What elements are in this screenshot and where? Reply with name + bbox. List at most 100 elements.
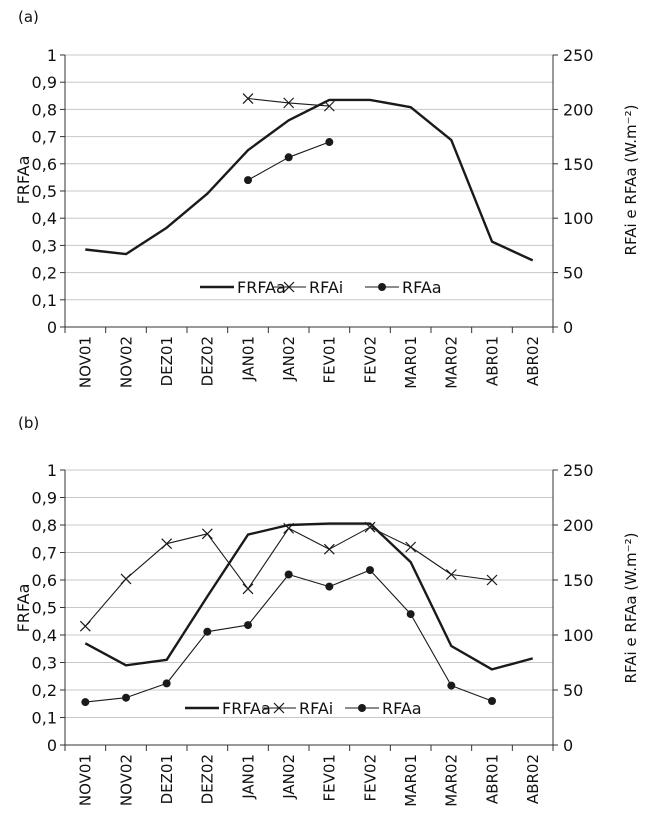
y2-tick-label: 100 xyxy=(563,209,594,228)
y-tick-label: 0,6 xyxy=(32,571,57,590)
data-point-rfai xyxy=(161,538,173,550)
y-tick-label: 0,8 xyxy=(32,100,57,119)
x-tick-label: MAR01 xyxy=(402,336,420,389)
data-point-rfaa xyxy=(203,627,212,636)
y-tick-label: 0,8 xyxy=(32,516,57,535)
x-tick-label: ABR02 xyxy=(524,754,542,804)
x-tick-label: JAN02 xyxy=(280,336,298,382)
legend-label: RFAi xyxy=(309,278,343,297)
x-marker-stroke xyxy=(445,569,457,580)
legend-label: FRFAa xyxy=(222,699,271,718)
data-point-rfaa xyxy=(162,679,171,688)
data-point-rfaa xyxy=(325,582,334,591)
legend-marker xyxy=(283,281,295,293)
chart-a-svg: (a) 0 0,1 0,2 0,3 0,4 0,5 0,6 0,7 0,8 0,9 1 0 50 100 15… xyxy=(14,8,640,389)
x-tick-label: FEV01 xyxy=(321,754,339,801)
chart-b-svg: (b) 0 0,1 0,2 0,3 0,4 0,5 0,6 0,7 0,8 0,9 1 0 50 100 15… xyxy=(14,414,640,807)
legend-label: RFAa xyxy=(382,699,422,718)
y-tick-label: 0,9 xyxy=(32,73,57,92)
x-tick-label: NOV02 xyxy=(117,754,135,806)
data-point-rfai xyxy=(323,100,335,112)
x-tick-label: MAR02 xyxy=(443,754,461,807)
x-marker-stroke xyxy=(405,541,417,553)
data-point-rfai xyxy=(405,541,417,553)
x-marker-stroke xyxy=(242,93,254,104)
y2-tick-label: 50 xyxy=(563,681,583,700)
x-tick-label: JAN01 xyxy=(239,754,257,800)
data-point-rfaa xyxy=(447,681,456,690)
x-marker-stroke xyxy=(283,97,295,109)
legend: FRFAa RFAi RFAa xyxy=(200,278,442,297)
x-tick-label: DEZ02 xyxy=(199,336,217,386)
y-axis-title: FRFAa xyxy=(14,156,33,205)
x-tick-label: ABR01 xyxy=(483,754,501,804)
data-point-rfai xyxy=(486,574,498,586)
data-point-rfai xyxy=(201,528,213,540)
data-point-rfai xyxy=(79,620,91,632)
data-point-rfaa xyxy=(406,610,415,619)
chart-panel-b: (b) 0 0,1 0,2 0,3 0,4 0,5 0,6 0,7 0,8 0,9 1 0 50 100 15… xyxy=(0,408,656,822)
y-tick-label: 0,3 xyxy=(32,654,57,673)
data-point-rfaa xyxy=(284,153,293,162)
x-tick-label: NOV02 xyxy=(117,336,135,388)
legend-marker xyxy=(358,704,366,712)
y2-axis-title: RFAi e RFAa (W.m⁻²) xyxy=(622,105,640,256)
y2-tick-label: 50 xyxy=(563,264,583,283)
y-tick-label: 0,2 xyxy=(32,681,57,700)
data-point-rfaa xyxy=(81,698,90,707)
series-line-frfaa xyxy=(85,98,534,262)
x-marker-stroke xyxy=(161,538,173,550)
y-tick-label: 0,9 xyxy=(32,489,57,508)
x-tick-label: DEZ01 xyxy=(158,754,176,804)
y2-tick-label: 0 xyxy=(563,736,573,755)
x-marker-stroke xyxy=(242,583,254,595)
series-line-frfaa xyxy=(84,522,534,671)
data-point-rfai xyxy=(445,569,457,580)
y-tick-label: 0,4 xyxy=(32,626,57,645)
legend-label: RFAa xyxy=(402,278,442,297)
y-axis-title: FRFAa xyxy=(14,584,33,633)
data-point-rfaa xyxy=(284,570,293,579)
x-marker-stroke xyxy=(201,528,213,540)
x-tick-label: DEZ01 xyxy=(158,336,176,386)
panel-label: (b) xyxy=(18,414,39,432)
y-tick-label: 0,6 xyxy=(32,155,57,174)
x-tick-label: JAN01 xyxy=(239,336,257,382)
x-tick-label: DEZ02 xyxy=(199,754,217,804)
data-point-rfai xyxy=(323,543,335,555)
data-point-rfaa xyxy=(325,138,334,147)
x-tick-label: NOV01 xyxy=(77,754,95,806)
y2-tick-label: 150 xyxy=(563,571,594,590)
y2-tick-label: 100 xyxy=(563,626,594,645)
y2-tick-label: 0 xyxy=(563,318,573,337)
data-point-rfai xyxy=(283,97,295,109)
legend-marker xyxy=(273,702,285,714)
data-point-rfai xyxy=(242,93,254,104)
data-point-rfaa xyxy=(244,176,252,185)
x-tick-label: JAN02 xyxy=(280,754,298,800)
legend-label: RFAi xyxy=(299,699,333,718)
series-line-rfaa xyxy=(85,569,493,703)
x-marker-stroke xyxy=(364,521,376,533)
x-tick-label: MAR02 xyxy=(443,336,461,389)
data-point-rfai xyxy=(283,522,295,534)
y-tick-label: 0,3 xyxy=(32,236,57,255)
data-point-rfaa xyxy=(488,697,496,705)
y-tick-label: 1 xyxy=(47,46,57,65)
y-tick-label: 0 xyxy=(47,736,57,755)
data-point-rfaa xyxy=(366,566,374,575)
y-tick-label: 0 xyxy=(47,318,57,337)
y-tick-label: 0,2 xyxy=(32,264,57,283)
y-tick-label: 1 xyxy=(47,461,57,480)
y2-tick-label: 250 xyxy=(563,461,594,480)
x-tick-label: ABR02 xyxy=(524,336,542,386)
data-point-rfaa xyxy=(244,621,252,630)
y-tick-label: 0,5 xyxy=(32,599,57,618)
x-tick-label: FEV02 xyxy=(361,336,379,383)
x-tick-label: MAR01 xyxy=(402,754,420,807)
data-point-rfai xyxy=(242,583,254,595)
y2-tick-label: 150 xyxy=(563,155,594,174)
panel-label: (a) xyxy=(18,8,39,26)
x-marker-stroke xyxy=(323,543,335,555)
y-tick-label: 0,1 xyxy=(32,291,57,310)
